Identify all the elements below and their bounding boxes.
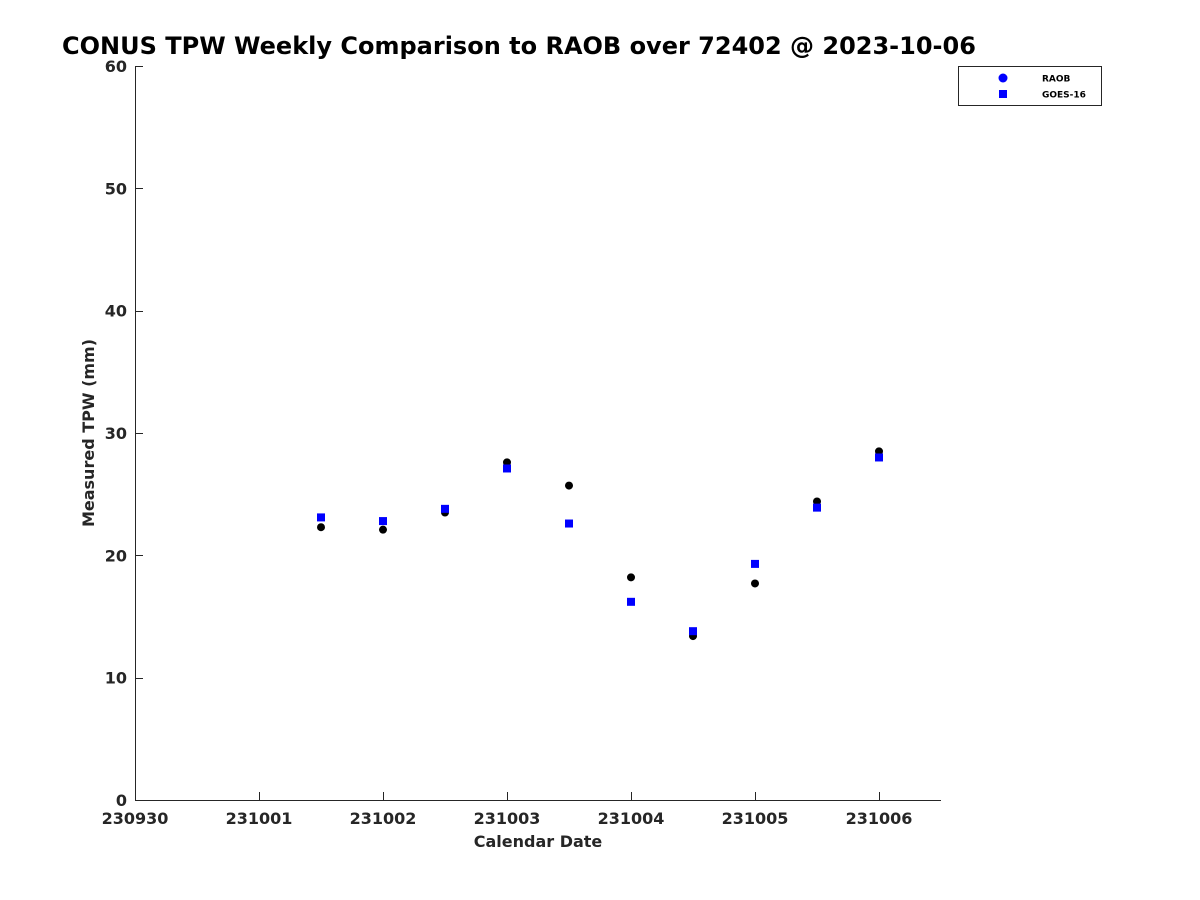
y-tick-label: 30: [105, 424, 127, 443]
raob-point: [751, 579, 759, 588]
y-axis-label: Measured TPW (mm): [79, 339, 98, 527]
legend: RAOB GOES-16: [958, 66, 1102, 106]
raob-point: [565, 481, 573, 490]
goes16-point: [565, 519, 573, 528]
legend-label: GOES-16: [1042, 91, 1086, 101]
y-tick-label: 40: [105, 302, 127, 321]
axes: [135, 66, 941, 801]
x-tick-label: 230930: [102, 809, 169, 828]
goes16-point: [751, 559, 759, 568]
x-tick-label: 231006: [846, 809, 913, 828]
raob-point: [813, 497, 821, 506]
raob-point: [627, 573, 635, 582]
chart-title: CONUS TPW Weekly Comparison to RAOB over…: [62, 32, 976, 60]
goes16-point: [875, 453, 883, 462]
goes16-point: [627, 597, 635, 606]
x-tick-label: 231003: [474, 809, 541, 828]
y-ticks: 0 10 20 30 40 50 60: [105, 57, 143, 810]
goes16-point: [503, 464, 511, 473]
x-tick-label: 231002: [350, 809, 417, 828]
goes16-point: [689, 627, 697, 636]
x-tick-label: 231005: [722, 809, 789, 828]
raob-point: [317, 523, 325, 532]
legend-box: [958, 66, 1102, 106]
goes16-point: [317, 513, 325, 522]
raob-point: [379, 525, 387, 534]
x-ticks: 230930 231001 231002 231003 231004 231005 2310…: [102, 792, 913, 828]
goes16-point: [441, 504, 449, 513]
y-tick-label: 10: [105, 669, 127, 688]
y-tick-label: 60: [105, 57, 127, 76]
raob-point: [875, 447, 883, 456]
y-tick-label: 20: [105, 546, 127, 565]
x-axis-label: Calendar Date: [474, 832, 603, 851]
legend-label: RAOB: [1042, 75, 1071, 85]
y-tick-label: 0: [116, 791, 127, 810]
raob-point: [503, 458, 511, 467]
x-tick-label: 231001: [226, 809, 293, 828]
goes16-point: [813, 503, 821, 512]
legend-marker-raob: [998, 73, 1008, 83]
y-tick-label: 50: [105, 179, 127, 198]
x-tick-label: 231004: [598, 809, 665, 828]
data-points: [317, 447, 883, 641]
goes16-point: [379, 517, 387, 526]
legend-marker-goes16: [999, 90, 1007, 98]
